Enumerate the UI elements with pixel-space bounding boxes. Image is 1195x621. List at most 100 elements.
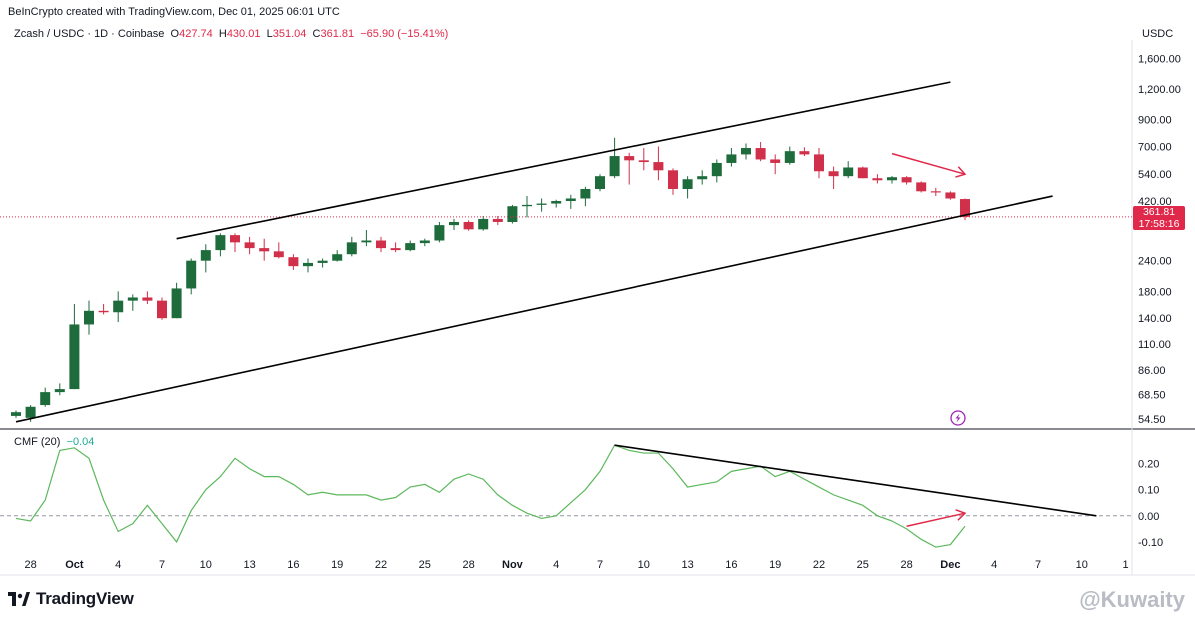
price-tick-label: 110.00 — [1138, 339, 1171, 351]
time-tick-label: 4 — [115, 559, 121, 571]
candle-body — [726, 154, 737, 163]
candle-body — [171, 288, 182, 319]
last-price-value: 361.81 — [1142, 206, 1176, 218]
change-value: −65.90 (−15.41%) — [360, 28, 449, 40]
time-tick-label: 7 — [1035, 559, 1041, 571]
high-value: 430.01 — [226, 28, 261, 40]
time-tick-label: 22 — [813, 559, 825, 571]
candle-body — [200, 250, 211, 261]
overlay-layer — [0, 81, 1132, 527]
chart-source-line: BeInCrypto created with TradingView.com,… — [8, 6, 340, 18]
price-tick-label: 54.50 — [1138, 414, 1166, 426]
candle-body — [332, 254, 343, 261]
time-tick-label: 13 — [243, 559, 255, 571]
cmf-arrow — [906, 512, 966, 527]
candle-body — [215, 235, 226, 251]
candle-body — [668, 170, 678, 189]
cmf-tick-label: 0.00 — [1138, 511, 1159, 523]
cmf-line — [15, 444, 966, 548]
candle-body — [98, 310, 109, 313]
candle-body — [857, 167, 868, 179]
cmf-name[interactable]: CMF (20) — [14, 436, 61, 448]
candle-body — [770, 159, 781, 163]
candle-body — [536, 203, 547, 205]
trendline-channel-bottom — [15, 195, 1053, 423]
candle-body — [595, 176, 605, 189]
cmf-tick-label: 0.10 — [1138, 485, 1159, 497]
cmf-legend: CMF (20) −0.04 — [14, 436, 94, 448]
candle-body — [638, 160, 649, 163]
cmf-tick-label: 0.20 — [1138, 459, 1159, 471]
cmf-arrow-head — [955, 509, 967, 521]
trendline-channel-top — [176, 81, 951, 240]
candle-body — [682, 179, 693, 189]
price-tick-label: 1,200.00 — [1138, 84, 1181, 96]
price-tick-label: 420.00 — [1138, 196, 1172, 208]
price-tick-label: 700.00 — [1138, 142, 1172, 154]
low-value: 351.04 — [272, 28, 307, 40]
price-arrow — [891, 152, 966, 175]
candle-body — [127, 297, 138, 301]
time-tick-label: 28 — [900, 559, 912, 571]
last-price-countdown: 17:58:16 — [1138, 218, 1180, 230]
candle-body — [157, 300, 167, 319]
candle-body — [492, 218, 503, 222]
time-tick-label: 28 — [24, 559, 36, 571]
price-tick-label: 900.00 — [1138, 115, 1172, 127]
candle-body — [434, 225, 445, 241]
time-tick-label: 4 — [991, 559, 997, 571]
candle-body — [11, 412, 21, 416]
low-label: L — [266, 28, 273, 40]
candle-body — [142, 297, 153, 301]
price-arrow-head — [955, 166, 967, 178]
tradingview-logo-icon — [8, 591, 30, 611]
candle-body — [609, 156, 620, 177]
candle-body — [40, 392, 51, 406]
cmf-layer — [15, 444, 966, 548]
price-tick-label: 180.00 — [1138, 286, 1172, 298]
candle-body — [653, 162, 664, 171]
cmf-tick-label: -0.10 — [1138, 537, 1163, 549]
candle-body — [551, 200, 562, 204]
candle-body — [507, 206, 518, 222]
candle-body — [565, 198, 576, 201]
open-label: O — [170, 28, 180, 40]
candle-body — [945, 192, 956, 199]
candle-body — [113, 300, 124, 313]
last-price-tag: 361.81 17:58:16 — [1133, 206, 1185, 230]
cmf-trendline — [614, 444, 1097, 517]
cmf-value: −0.04 — [66, 436, 95, 448]
candle-body — [405, 243, 416, 251]
price-tick-label: 86.00 — [1138, 365, 1166, 377]
time-tick-label: 22 — [375, 559, 387, 571]
candle-body — [419, 240, 430, 244]
candle-body — [186, 260, 197, 289]
candle-body — [346, 242, 357, 255]
candle-body — [711, 162, 722, 177]
candle-body — [901, 177, 912, 183]
candle-body — [580, 188, 591, 199]
time-tick-label: 25 — [419, 559, 431, 571]
lightning-icon — [955, 413, 961, 423]
candle-body — [887, 177, 897, 181]
watermark: @Kuwaity — [1079, 587, 1185, 612]
close-value: 361.81 — [320, 28, 355, 40]
symbol-legend: Zcash / USDC · 1D · Coinbase O427.74 H43… — [14, 28, 448, 40]
symbol-name[interactable]: Zcash / USDC · 1D · Coinbase — [14, 28, 165, 40]
tradingview-logo[interactable]: TradingView — [8, 589, 134, 611]
candle-body — [390, 248, 401, 251]
candle-body — [755, 148, 766, 160]
time-tick-label: Dec — [940, 559, 960, 571]
time-tick-label: 16 — [725, 559, 737, 571]
candle-body — [449, 221, 459, 226]
candle-body — [741, 148, 751, 155]
candle-body — [814, 154, 824, 172]
time-tick-label: 1 — [1123, 559, 1129, 571]
time-tick-label: 10 — [1076, 559, 1088, 571]
high-label: H — [218, 28, 227, 40]
time-tick-label: Nov — [502, 559, 524, 571]
time-tick-label: 4 — [553, 559, 559, 571]
candle-body — [303, 262, 313, 267]
candle-body — [230, 235, 240, 243]
